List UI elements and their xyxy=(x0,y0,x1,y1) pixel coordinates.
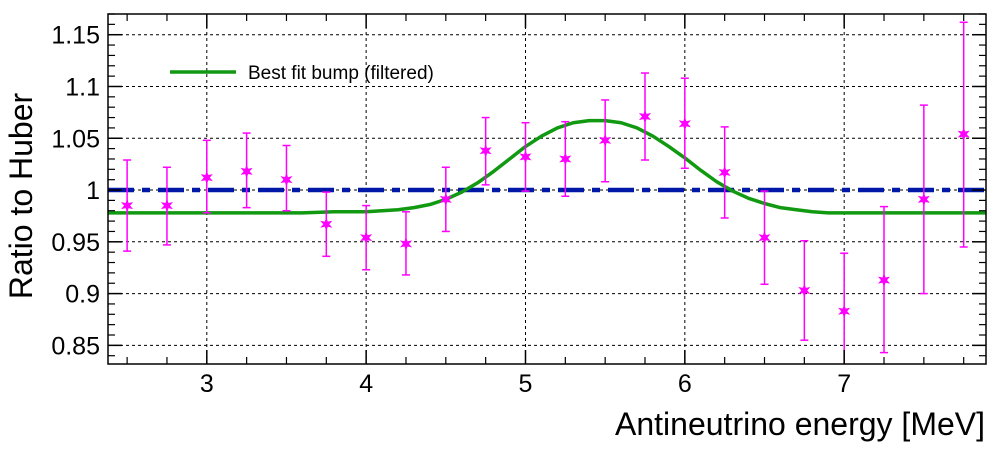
legend-label-fit: Best fit bump (filtered) xyxy=(248,63,434,84)
x-tick-label-1: 4 xyxy=(359,370,373,398)
y-tick-label-5: 1.1 xyxy=(65,73,100,101)
y-tick-label-3: 1 xyxy=(86,177,100,205)
data-point-8 xyxy=(439,192,452,207)
y-tick-label-0: 0.85 xyxy=(51,332,100,360)
fit-curve xyxy=(108,118,986,215)
data-point-13 xyxy=(638,109,652,124)
x-axis-title: Antineutrino energy [MeV] xyxy=(615,406,985,442)
tick-marks-group xyxy=(108,13,986,364)
legend: Best fit bump (filtered) xyxy=(170,63,434,84)
data-point-18 xyxy=(838,304,851,319)
data-point-3 xyxy=(240,164,253,179)
data-point-7 xyxy=(399,236,413,251)
fit-curve-group xyxy=(108,118,986,215)
y-axis-title: Ratio to Huber xyxy=(3,92,39,299)
x-tick-label-2: 5 xyxy=(519,370,533,398)
y-tick-label-4: 1.05 xyxy=(51,125,100,153)
data-points-group xyxy=(121,21,970,364)
data-point-2 xyxy=(200,170,213,185)
y-tick-label-1: 0.9 xyxy=(65,281,100,309)
x-tick-label-3: 6 xyxy=(678,370,692,398)
data-point-1 xyxy=(160,198,174,213)
x-tick-label-4: 7 xyxy=(837,370,851,398)
data-point-16 xyxy=(758,230,771,245)
data-point-20 xyxy=(917,192,930,207)
data-point-4 xyxy=(280,172,293,187)
data-point-11 xyxy=(559,151,572,166)
data-point-6 xyxy=(360,230,373,245)
plot-frame xyxy=(107,13,987,365)
data-point-17 xyxy=(798,283,811,298)
y-tick-label-2: 0.95 xyxy=(51,229,100,257)
data-point-9 xyxy=(479,143,492,158)
data-point-12 xyxy=(599,133,612,148)
data-point-19 xyxy=(877,273,891,288)
x-tick-label-0: 3 xyxy=(200,370,214,398)
data-point-10 xyxy=(519,149,532,164)
y-tick-label-6: 1.15 xyxy=(51,22,100,50)
data-point-21 xyxy=(957,127,970,142)
data-point-5 xyxy=(320,217,333,232)
tick-labels-group: 3 4 5 6 7 0.85 0.9 0.95 1 1.05 1.1 1.15 xyxy=(51,22,851,398)
data-point-15 xyxy=(718,165,731,180)
data-point-0 xyxy=(121,198,134,213)
data-point-14 xyxy=(678,116,691,131)
plot-frame-group xyxy=(107,13,987,365)
